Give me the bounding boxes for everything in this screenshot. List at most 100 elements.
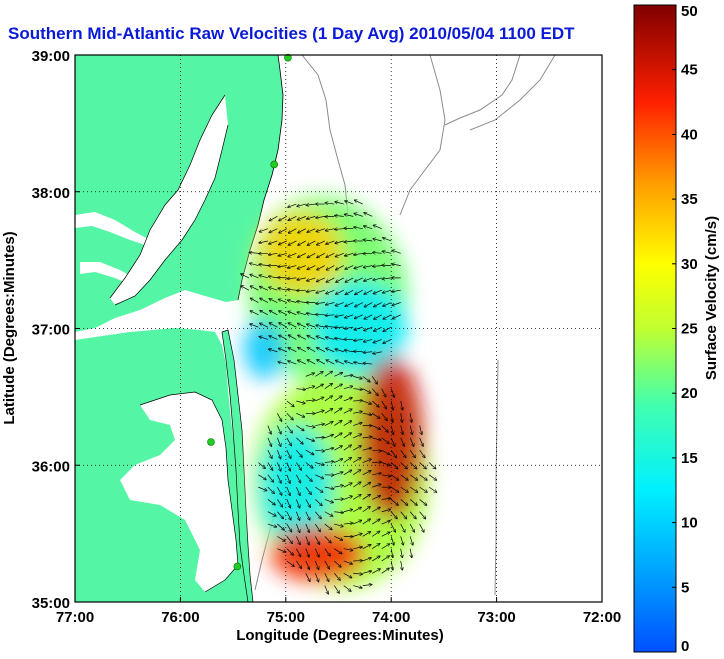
current-vector <box>307 265 316 270</box>
current-vector <box>288 203 297 207</box>
current-vector <box>381 532 390 537</box>
current-vector <box>382 251 392 253</box>
current-vector <box>374 326 382 331</box>
current-vector <box>390 462 398 469</box>
current-vector <box>372 544 379 549</box>
current-vector <box>286 511 291 520</box>
current-vector <box>279 335 288 340</box>
current-vector <box>325 315 335 316</box>
current-vector <box>390 536 394 545</box>
current-vector <box>260 287 269 291</box>
current-vector <box>381 413 387 420</box>
current-vector <box>343 375 353 376</box>
current-vector <box>277 425 281 434</box>
current-vector <box>298 216 306 219</box>
current-vector <box>305 386 315 390</box>
current-vector <box>400 425 403 435</box>
current-vector <box>335 349 344 353</box>
current-vector <box>410 548 412 558</box>
current-vector <box>296 449 302 457</box>
current-vector <box>428 474 436 480</box>
current-vector <box>277 486 281 495</box>
x-axis-label: Longitude (Degrees:Minutes) <box>236 627 444 644</box>
current-vector <box>353 482 360 488</box>
current-vector <box>401 560 403 570</box>
current-vector <box>343 386 353 390</box>
current-vector <box>354 253 363 255</box>
current-vector <box>288 228 297 233</box>
current-vector <box>354 362 363 364</box>
current-vector <box>373 289 382 293</box>
current-vector <box>260 311 269 316</box>
current-vector <box>277 450 280 458</box>
current-vector <box>296 437 303 444</box>
current-vector <box>335 302 344 306</box>
current-vector <box>315 410 324 414</box>
current-vector <box>269 299 278 303</box>
current-vector <box>353 458 361 463</box>
colorbar-tick-label: 20 <box>681 385 698 402</box>
current-vector <box>381 449 390 454</box>
current-vector <box>296 536 300 544</box>
current-vector <box>354 326 363 330</box>
current-vector <box>383 238 392 242</box>
current-vector <box>419 499 427 505</box>
y-tick-label: 38:00 <box>32 185 70 202</box>
current-vector <box>362 532 371 537</box>
colorbar-tick-label: 35 <box>681 191 698 208</box>
current-vector <box>334 384 342 389</box>
current-vector <box>409 425 412 435</box>
current-vector <box>267 523 277 527</box>
current-vector <box>343 572 352 577</box>
current-vector <box>381 437 389 443</box>
current-vector <box>298 228 306 233</box>
current-vector <box>372 569 380 574</box>
current-vector <box>372 519 380 525</box>
current-vector <box>374 302 382 307</box>
current-vector <box>336 289 344 294</box>
current-vector <box>277 511 283 519</box>
current-vector <box>364 339 373 341</box>
current-vector <box>269 240 278 244</box>
current-vector <box>373 225 382 229</box>
current-vector <box>334 433 342 439</box>
current-vector <box>316 228 325 232</box>
current-vector <box>250 263 259 266</box>
current-vector <box>316 325 325 327</box>
current-vector <box>344 327 354 329</box>
current-vector <box>305 474 312 481</box>
current-vector <box>391 548 393 558</box>
current-vector <box>286 499 291 507</box>
current-vector <box>325 326 335 327</box>
current-vector <box>286 536 293 543</box>
current-vector <box>326 289 335 293</box>
current-vector <box>364 277 373 281</box>
current-vector <box>334 573 340 580</box>
current-vector <box>373 352 382 354</box>
current-vector <box>343 549 353 551</box>
current-vector <box>335 202 344 205</box>
current-vector <box>335 240 344 243</box>
current-vector <box>250 286 259 291</box>
current-vector <box>267 462 273 471</box>
current-vector <box>364 302 373 307</box>
current-vector <box>286 474 290 483</box>
current-vector <box>326 360 335 365</box>
current-vector <box>324 409 333 414</box>
current-vector <box>355 314 363 319</box>
current-vector <box>372 425 380 430</box>
current-vector <box>401 548 403 558</box>
current-vector <box>307 360 316 365</box>
current-vector <box>315 523 320 532</box>
current-vector <box>362 507 370 513</box>
current-vector <box>278 288 287 290</box>
current-vector <box>363 352 373 353</box>
current-vector <box>362 471 371 476</box>
current-vector <box>315 424 324 426</box>
x-tick-label: 72:00 <box>583 609 621 626</box>
current-vector <box>288 216 297 220</box>
current-vector <box>298 240 306 245</box>
current-vector <box>409 536 413 545</box>
current-vector <box>315 499 322 505</box>
current-vector <box>419 523 424 532</box>
